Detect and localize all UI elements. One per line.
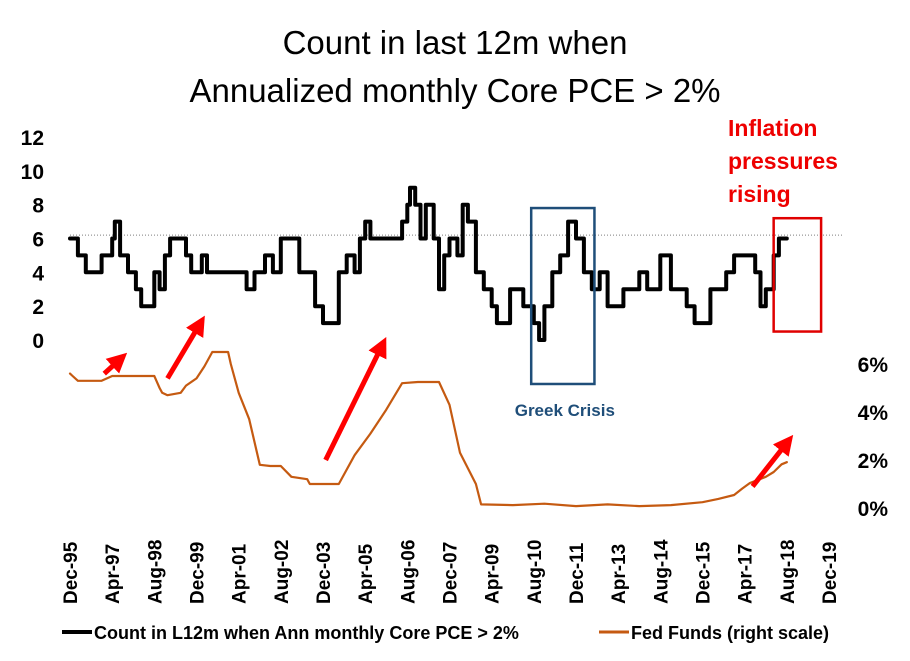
series-layer xyxy=(68,185,789,508)
x-tick-label: Dec-07 xyxy=(441,542,462,604)
right-tick-label: 4% xyxy=(858,402,889,425)
chart-title-line-2: Annualized monthly Core PCE > 2% xyxy=(189,72,720,109)
x-tick-label: Dec-15 xyxy=(694,541,715,604)
left-tick-label: 4 xyxy=(32,262,44,285)
inflation-label-line: Inflation xyxy=(728,115,817,141)
x-tick-label: Aug-02 xyxy=(272,540,293,604)
x-tick-label: Aug-10 xyxy=(525,540,546,604)
trend-arrow xyxy=(750,434,794,488)
right-tick-label: 0% xyxy=(858,498,889,521)
left-tick-label: 8 xyxy=(32,195,44,218)
x-tick-label: Aug-14 xyxy=(651,539,672,604)
x-tick-label: Apr-01 xyxy=(230,543,251,604)
right-axis: 0% 2% 4% 6% xyxy=(858,354,889,521)
trend-arrow xyxy=(165,315,205,380)
left-tick-label: 0 xyxy=(32,330,44,353)
legend-fed-label: Fed Funds (right scale) xyxy=(631,623,829,643)
left-tick-label: 6 xyxy=(32,229,44,252)
count-series-line xyxy=(68,185,789,342)
x-axis: Dec-95 Apr-97 Aug-98 Dec-99 Apr-01 Aug-02 Dec-… xyxy=(61,539,841,604)
trend-arrow xyxy=(323,337,387,462)
x-tick-label: Dec-03 xyxy=(314,542,335,604)
fed-funds-series-line xyxy=(68,350,788,508)
annotation-layer: Greek Crisis Inflation pressures rising xyxy=(515,115,838,420)
x-tick-label: Apr-13 xyxy=(609,544,630,604)
x-tick-label: Aug-06 xyxy=(398,540,419,604)
left-tick-label: 2 xyxy=(32,296,44,319)
left-tick-label: 12 xyxy=(21,127,44,150)
legend-count-label: Count in L12m when Ann monthly Core PCE … xyxy=(94,623,519,643)
x-tick-label: Dec-11 xyxy=(567,542,588,604)
x-tick-label: Apr-09 xyxy=(483,544,504,604)
x-tick-label: Apr-05 xyxy=(356,543,377,604)
trend-arrow xyxy=(102,352,128,376)
inflation-label-line: pressures xyxy=(728,148,838,174)
greek-crisis-label: Greek Crisis xyxy=(515,401,615,420)
x-tick-label: Dec-95 xyxy=(61,541,82,604)
left-tick-label: 10 xyxy=(21,161,44,184)
legend: Count in L12m when Ann monthly Core PCE … xyxy=(62,623,829,643)
x-tick-label: Aug-98 xyxy=(145,540,166,604)
inflation-pressures-box xyxy=(772,216,823,333)
right-tick-label: 2% xyxy=(858,450,889,473)
x-tick-label: Dec-19 xyxy=(820,542,841,604)
x-tick-label: Aug-18 xyxy=(778,540,799,604)
arrow-layer xyxy=(102,315,794,488)
greek-crisis-box xyxy=(529,206,596,386)
chart-title-line-1: Count in last 12m when xyxy=(283,24,628,61)
x-tick-label: Dec-99 xyxy=(188,542,209,604)
right-tick-label: 6% xyxy=(858,354,889,377)
x-tick-label: Apr-17 xyxy=(736,544,757,604)
left-axis: 0 2 4 6 8 10 12 xyxy=(21,127,45,353)
inflation-label-line: rising xyxy=(728,181,791,207)
x-tick-label: Apr-97 xyxy=(103,544,124,604)
